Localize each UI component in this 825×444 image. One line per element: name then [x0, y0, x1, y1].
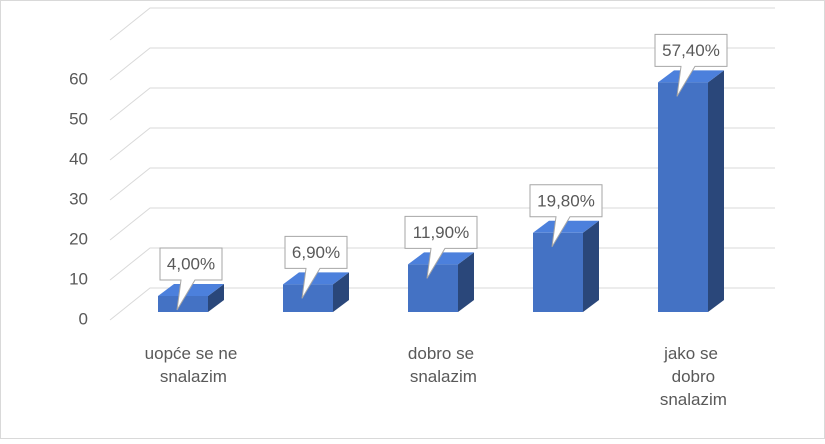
- bar-top: [408, 252, 474, 265]
- bar-top: [658, 70, 724, 83]
- y-tick-label: 40: [69, 149, 88, 168]
- callout: [284, 235, 348, 299]
- bar-side: [208, 284, 224, 312]
- bar-front: [158, 296, 208, 312]
- callout: [654, 33, 728, 97]
- bar: [408, 252, 474, 312]
- bar-front: [533, 232, 583, 312]
- data-label: 11,90%: [413, 223, 469, 242]
- x-tick-label: dobro se snalazim: [405, 344, 477, 386]
- y-tick-label: 50: [69, 109, 88, 128]
- x-tick-label: jako se dobro snalazim: [655, 344, 727, 409]
- bar: [283, 272, 349, 312]
- bar-side: [708, 70, 724, 313]
- y-tick-label: 60: [69, 69, 88, 88]
- x-tick-label: uopće se ne snalazim: [145, 344, 238, 386]
- y-tick-label: 30: [69, 189, 88, 208]
- bar-side: [458, 252, 474, 312]
- data-label: 6,90%: [292, 243, 340, 262]
- y-tick-label: 10: [69, 269, 88, 288]
- bar: [158, 284, 224, 312]
- callout: [529, 184, 603, 248]
- data-label: 4,00%: [167, 254, 215, 273]
- callout: [404, 215, 478, 279]
- grid-line: [109, 47, 775, 81]
- bar-side: [583, 220, 599, 312]
- data-label: 57,40%: [662, 41, 720, 60]
- bar: [658, 70, 724, 313]
- bar-front: [658, 82, 708, 313]
- grid-line: [109, 127, 775, 161]
- data-label: 19,80%: [537, 191, 595, 210]
- bar-top: [158, 284, 224, 296]
- bar-top: [283, 272, 349, 285]
- bar-front: [408, 264, 458, 312]
- bar-top: [533, 220, 599, 233]
- y-tick-label: 20: [69, 229, 88, 248]
- grid-line: [109, 87, 775, 121]
- y-tick-label: 0: [79, 309, 88, 328]
- grid-line: [109, 167, 775, 201]
- callout: [159, 247, 223, 311]
- bar-side: [333, 272, 349, 312]
- bar: [533, 220, 599, 312]
- grid-line: [109, 7, 775, 41]
